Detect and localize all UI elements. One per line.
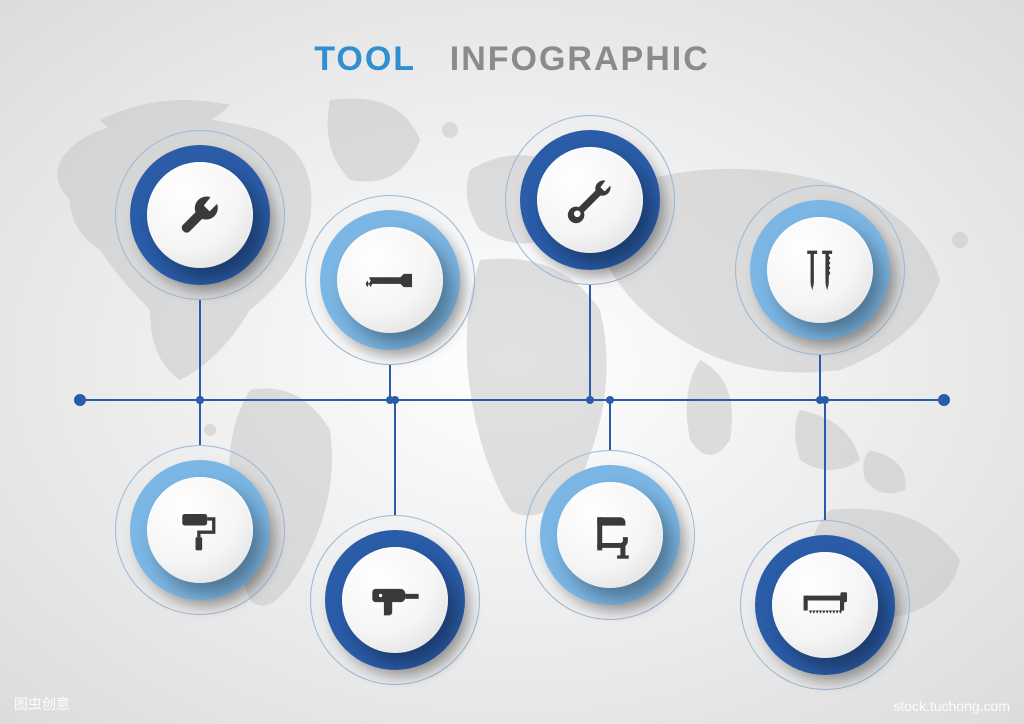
timeline-endpoint-left: [74, 394, 86, 406]
tool-node-roller: [115, 445, 285, 615]
tool-node-clamp: [525, 450, 695, 620]
tool-node-hacksaw: [740, 520, 910, 690]
connector-junction-dot: [821, 396, 829, 404]
node-disc: [342, 547, 448, 653]
connector-stem: [389, 365, 391, 400]
connector-stem: [609, 400, 611, 450]
connector-stem: [199, 300, 201, 400]
connector-junction-dot: [196, 396, 204, 404]
page-title: TOOL INFOGRAPHIC: [0, 40, 1024, 79]
node-disc: [537, 147, 643, 253]
wrench-open-icon: [174, 189, 227, 242]
wrench-combo-icon: [564, 174, 617, 227]
node-disc: [767, 217, 873, 323]
paint-roller-icon: [174, 504, 227, 557]
tool-node-wrench-comb: [505, 115, 675, 285]
watermark-left: 图虫创意: [14, 694, 70, 714]
nails-icon: [794, 244, 847, 297]
title-word-1: TOOL: [314, 40, 415, 78]
tool-node-saw: [305, 195, 475, 365]
connector-stem: [199, 400, 201, 445]
node-disc: [337, 227, 443, 333]
node-disc: [147, 477, 253, 583]
clamp-icon: [584, 509, 637, 562]
connector-stem: [819, 355, 821, 400]
tool-node-drill: [310, 515, 480, 685]
connector-stem: [589, 285, 591, 400]
connector-stem: [394, 400, 396, 515]
saw-icon: [364, 254, 417, 307]
timeline-endpoint-right: [938, 394, 950, 406]
infographic-canvas: TOOL INFOGRAPHIC 图虫创意 stock.tuchong.com: [0, 0, 1024, 724]
connector-junction-dot: [391, 396, 399, 404]
connector-stem: [824, 400, 826, 520]
connector-junction-dot: [606, 396, 614, 404]
tool-node-wrench-open: [115, 130, 285, 300]
hacksaw-icon: [799, 579, 852, 632]
node-disc: [557, 482, 663, 588]
title-word-2: INFOGRAPHIC: [450, 40, 710, 78]
drill-icon: [369, 574, 422, 627]
timeline-main-line: [80, 399, 944, 401]
tool-node-nails: [735, 185, 905, 355]
node-disc: [147, 162, 253, 268]
node-disc: [772, 552, 878, 658]
connector-junction-dot: [586, 396, 594, 404]
watermark-right: stock.tuchong.com: [893, 698, 1010, 714]
